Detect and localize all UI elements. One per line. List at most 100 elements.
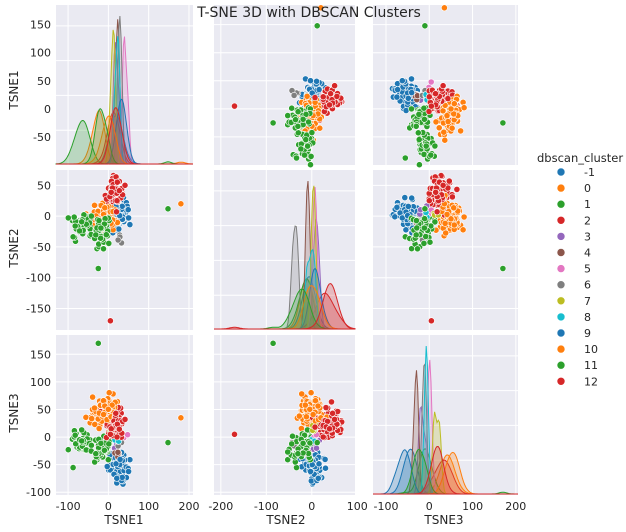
point-cluster-11 (294, 450, 302, 458)
legend-marker (556, 344, 566, 354)
point-cluster-11 (414, 129, 422, 137)
y-axis-label-tsne3: TSNE3 (7, 393, 21, 433)
x-tick-label-tsne3: 0 (426, 500, 433, 513)
y-axis-label-tsne2: TSNE2 (7, 228, 21, 268)
point-cluster-11 (92, 450, 100, 458)
point-cluster-11 (302, 111, 310, 118)
legend-label: 10 (584, 343, 598, 356)
point-cluster-9 (125, 468, 133, 475)
legend-item-1: 1 (556, 198, 591, 211)
point-cluster-9 (393, 203, 401, 211)
point-cluster-11 (313, 439, 321, 446)
point-cluster-11 (164, 439, 172, 446)
point-cluster-1 (415, 161, 423, 169)
legend-label: 8 (584, 311, 591, 324)
point-cluster-10 (317, 4, 325, 12)
point-cluster-9 (404, 94, 412, 102)
point-cluster-1 (70, 213, 78, 221)
point-cluster-9 (315, 86, 323, 93)
point-cluster-11 (426, 238, 434, 246)
legend-marker (556, 183, 566, 193)
point-cluster-10 (309, 411, 317, 418)
point-cluster-9 (307, 477, 315, 485)
point-cluster-10 (450, 204, 458, 212)
point-cluster-1 (76, 227, 83, 235)
legend-label: 1 (584, 198, 591, 211)
point-cluster-1 (431, 218, 439, 226)
point-cluster-2 (322, 404, 330, 411)
point-cluster-1 (88, 441, 95, 449)
point-cluster-12 (311, 94, 319, 101)
point-cluster-10 (460, 104, 468, 112)
point-cluster-11 (105, 239, 113, 247)
legend-item-6: 6 (556, 279, 591, 292)
point-cluster-11 (412, 231, 420, 239)
point-cluster-12 (319, 433, 327, 441)
point-cluster-11 (97, 224, 105, 232)
point-cluster-12 (231, 430, 238, 438)
legend-label: 0 (584, 182, 591, 195)
x-tick-label-tsne1: -100 (56, 500, 81, 513)
point-cluster-0 (95, 425, 103, 432)
legend-item-12: 12 (556, 375, 598, 388)
point-cluster-12 (107, 430, 114, 438)
x-tick-label-tsne1: 0 (105, 500, 112, 513)
y-tick-label-tsne1: 50 (37, 75, 51, 88)
point-cluster-10 (460, 213, 468, 221)
legend-item--1: -1 (556, 166, 595, 179)
point-cluster-10 (307, 389, 315, 397)
legend-item-3: 3 (556, 230, 591, 243)
point-cluster-12 (425, 197, 433, 205)
point-cluster-10 (177, 200, 185, 208)
point-cluster-11 (421, 205, 429, 213)
legend-item-9: 9 (556, 327, 591, 340)
point-cluster-9 (398, 77, 406, 85)
panel-tsne3-vs-tsne2 (214, 335, 355, 495)
point-cluster-1 (307, 161, 314, 169)
point-cluster-0 (435, 124, 443, 132)
y-tick-label-tsne2: -150 (26, 303, 51, 316)
y-tick-label-tsne1: 100 (30, 47, 51, 60)
point-cluster-12 (326, 425, 333, 433)
density-cluster-12 (56, 107, 193, 165)
point-cluster-1 (78, 218, 86, 226)
x-tick-label-tsne2: 100 (347, 500, 368, 513)
point-cluster-12 (311, 423, 319, 431)
point-cluster-9 (391, 213, 399, 221)
point-cluster-1 (78, 426, 86, 434)
point-cluster-10 (450, 221, 458, 229)
point-cluster-11 (284, 112, 292, 119)
point-cluster-0 (295, 412, 303, 420)
point-cluster-12 (107, 188, 115, 196)
point-cluster-1 (415, 136, 423, 143)
point-cluster-10 (302, 413, 310, 421)
panel-tsne2-vs-tsne1 (56, 170, 193, 330)
point-cluster--1 (126, 221, 134, 228)
point-cluster-12 (121, 415, 129, 423)
panel-tsne1-vs-tsne2 (214, 4, 355, 169)
point-cluster-12 (331, 82, 338, 90)
point-cluster-10 (447, 215, 455, 223)
point-cluster-10 (298, 390, 306, 398)
legend-label: 5 (584, 263, 591, 276)
point-cluster-12 (433, 208, 441, 216)
point-cluster-11 (95, 217, 103, 224)
point-cluster-10 (444, 118, 452, 125)
point-cluster-5 (124, 431, 131, 439)
point-cluster-12 (327, 90, 334, 98)
point-cluster-12 (319, 93, 327, 101)
legend-label: 7 (584, 295, 591, 308)
legend-marker (556, 167, 566, 177)
point-cluster-0 (89, 393, 96, 401)
point-cluster-1 (88, 212, 95, 220)
point-cluster-10 (100, 411, 107, 418)
legend-label: 11 (584, 359, 598, 372)
point-cluster-0 (432, 118, 440, 126)
y-tick-label-tsne3: -100 (26, 486, 51, 499)
point-cluster-9 (408, 89, 416, 96)
point-cluster-11 (289, 432, 296, 440)
point-cluster-1 (422, 142, 430, 150)
point-cluster-9 (124, 206, 132, 214)
point-cluster-9 (315, 460, 323, 468)
